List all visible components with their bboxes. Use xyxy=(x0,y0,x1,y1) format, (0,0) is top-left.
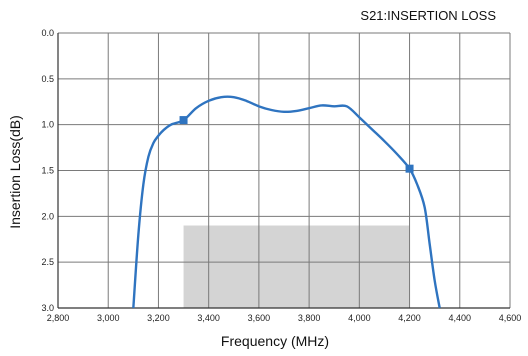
x-tick-label: 3,600 xyxy=(248,313,271,323)
x-tick-label: 3,000 xyxy=(97,313,120,323)
shade-layer xyxy=(183,225,410,308)
y-axis-label: Insertion Loss(dB) xyxy=(7,115,23,229)
x-axis-label: Frequency (MHz) xyxy=(221,333,329,349)
x-tick-label: 4,200 xyxy=(398,313,421,323)
x-tick-label: 4,000 xyxy=(348,313,371,323)
y-tick-label: 0.5 xyxy=(41,74,54,84)
y-tick-label: 1.0 xyxy=(41,120,54,130)
chart-title: S21:INSERTION LOSS xyxy=(360,8,496,23)
y-tick-label: 0.0 xyxy=(41,28,54,38)
marker-point xyxy=(179,116,188,125)
series-layer xyxy=(132,95,441,309)
x-tick-label: 3,800 xyxy=(298,313,321,323)
passband-shade xyxy=(183,225,410,308)
x-tick-label: 4,400 xyxy=(449,313,472,323)
y-tick-label: 2.0 xyxy=(41,211,54,221)
grid-layer xyxy=(57,32,511,309)
y-tick-label: 3.0 xyxy=(41,303,54,313)
marker-point xyxy=(405,164,414,173)
x-tick-label: 2,800 xyxy=(47,313,70,323)
tick-layer: 2,800 3,000 3,200 3,400 3,600 3,800 4,000 4,200… xyxy=(41,28,521,323)
y-tick-label: 2.5 xyxy=(41,257,54,267)
x-tick-label: 3,200 xyxy=(147,313,170,323)
y-tick-label: 1.5 xyxy=(41,166,54,176)
x-tick-label: 4,600 xyxy=(499,313,522,323)
x-tick-label: 3,400 xyxy=(197,313,220,323)
